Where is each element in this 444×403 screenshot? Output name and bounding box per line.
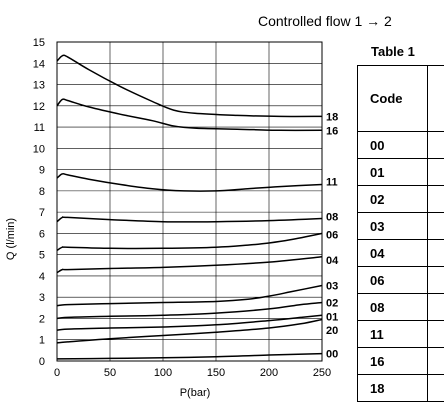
curve-label-02: 02 [326, 298, 338, 310]
table-row: 03 [357, 212, 444, 240]
table-row: 02 [357, 185, 444, 213]
y-tick-label: 2 [39, 313, 45, 325]
curve-label-06: 06 [326, 229, 338, 241]
axes [56, 41, 323, 362]
y-tick-label: 11 [34, 122, 45, 134]
chart-title: Controlled flow 1 → 2 [258, 13, 392, 29]
y-tick-label: 3 [39, 292, 45, 304]
table-cell-empty [427, 347, 444, 375]
table-cell-empty [427, 266, 444, 294]
y-tick-label: 1 [39, 335, 45, 347]
y-tick-label: 15 [33, 37, 45, 49]
y-tick-label: 13 [33, 80, 45, 92]
table-row: 08 [357, 293, 444, 321]
table-cell-empty [427, 320, 444, 348]
x-tick-label: 50 [104, 367, 116, 379]
curves [56, 54, 323, 360]
y-tick-label: 6 [39, 228, 45, 240]
table-cell: 11 [357, 320, 428, 348]
y-tick-label: 12 [33, 101, 45, 113]
table-cell: Code [357, 65, 428, 132]
table-cell: 02 [357, 185, 428, 213]
curve-label-08: 08 [326, 211, 338, 223]
grid [57, 42, 322, 361]
table-row: 18 [357, 374, 444, 402]
curve-label-18: 18 [326, 111, 338, 123]
table-cell-empty [427, 374, 444, 402]
x-tick-label: 200 [260, 367, 278, 379]
x-tick-label: 150 [207, 367, 225, 379]
table-cell-empty [427, 239, 444, 267]
table-cell: 03 [357, 212, 428, 240]
table-cell: 18 [357, 374, 428, 402]
plot-frame [56, 41, 323, 362]
curve-20 [56, 318, 323, 344]
y-tick-label: 8 [39, 186, 45, 198]
curve-label-20: 20 [326, 325, 338, 337]
curve-label-03: 03 [326, 281, 338, 293]
curve-06 [56, 232, 323, 252]
table-cell: 01 [357, 158, 428, 186]
table-row: 06 [357, 266, 444, 294]
curve-08 [56, 216, 323, 223]
y-tick-label: 10 [33, 143, 45, 155]
table-cell-empty [427, 131, 444, 159]
table-row: 04 [357, 239, 444, 267]
curve-label-11: 11 [326, 176, 338, 188]
table-row: 00 [357, 131, 444, 159]
table-cell: 04 [357, 239, 428, 267]
table-title: Table 1 [371, 44, 415, 59]
y-tick-label: 14 [33, 58, 45, 70]
table-cell-empty [427, 158, 444, 186]
table-row: 11 [357, 320, 444, 348]
curve-label-01: 01 [326, 311, 338, 323]
x-tick-label: 250 [313, 367, 331, 379]
table-cell-empty [427, 65, 444, 132]
table-cell: 06 [357, 266, 428, 294]
table-cell-empty [427, 185, 444, 213]
curve-00 [56, 352, 323, 360]
table-row: 16 [357, 347, 444, 375]
table-cell-empty [427, 293, 444, 321]
table-cell: 00 [357, 131, 428, 159]
table-cell: 08 [357, 293, 428, 321]
x-tick-label: 100 [154, 367, 172, 379]
table-row: 01 [357, 158, 444, 186]
curve-label-16: 16 [326, 125, 338, 137]
curve-11 [56, 172, 323, 192]
curve-16 [56, 98, 323, 132]
table-cell: 16 [357, 347, 428, 375]
curve-01 [56, 314, 323, 331]
curve-label-00: 00 [326, 349, 338, 361]
curve-02 [56, 301, 323, 320]
y-tick-label: 9 [39, 165, 45, 177]
x-tick-label: 0 [54, 367, 60, 379]
table-header-row: Code [357, 65, 444, 132]
curve-18 [56, 54, 323, 118]
y-tick-label: 4 [39, 271, 45, 283]
x-axis-label: P(bar) [180, 387, 211, 399]
curve-03 [56, 284, 323, 307]
code-table: Code 00 01 02 03 04 06 08 11 16 18 [357, 65, 444, 402]
curve-04 [56, 256, 323, 274]
curve-label-04: 04 [326, 255, 339, 267]
table-cell-empty [427, 212, 444, 240]
y-tick-label: 7 [39, 207, 45, 219]
y-tick-label: 5 [39, 250, 45, 262]
y-axis-label: Q (l/min) [5, 218, 17, 260]
y-tick-label: 0 [39, 356, 45, 368]
